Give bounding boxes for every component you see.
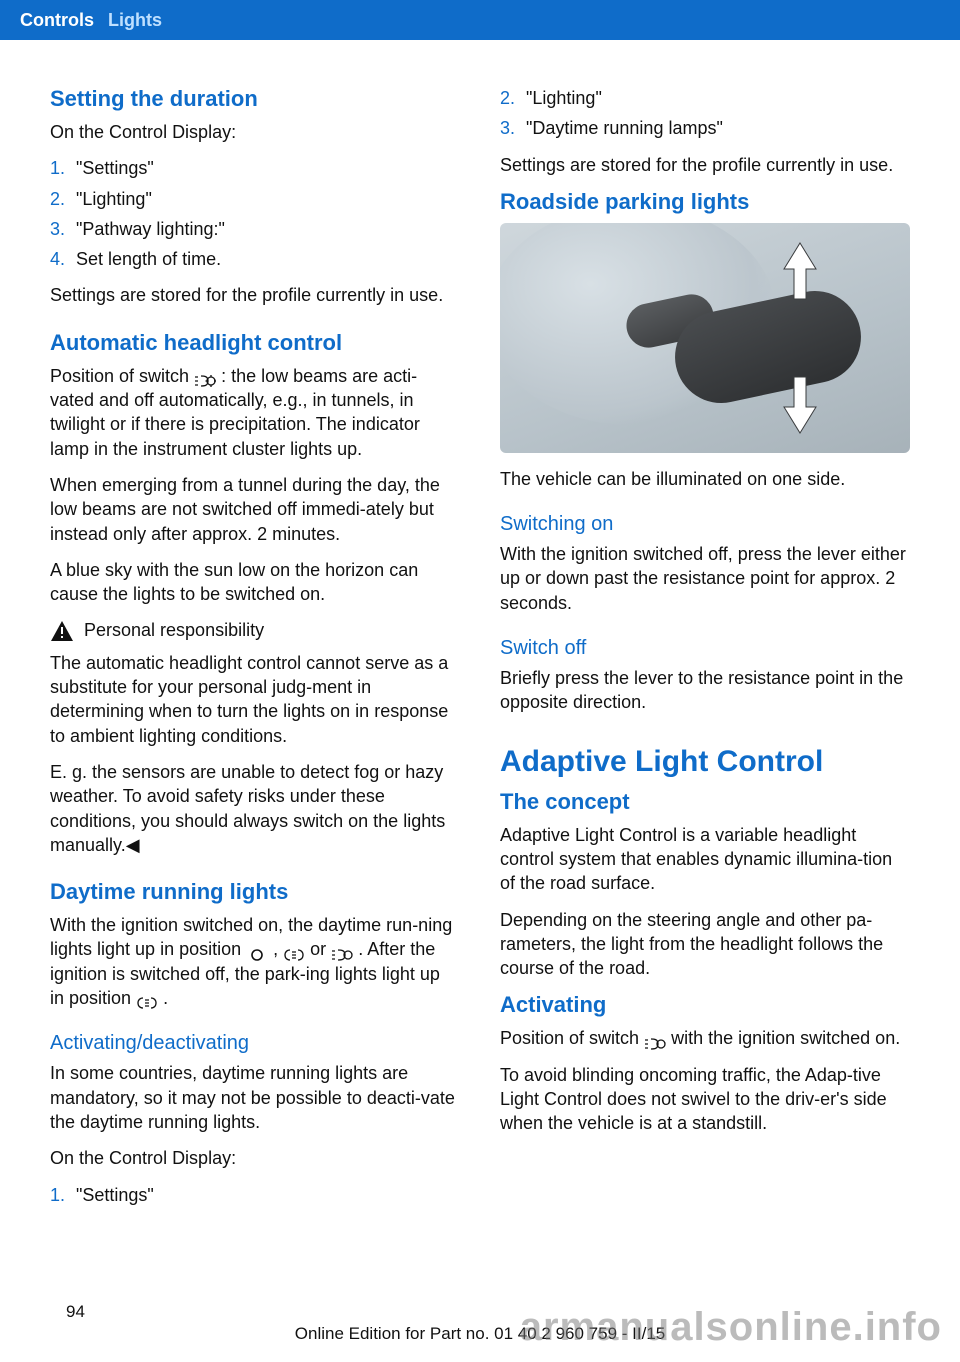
- right-column: 2."Lighting" 3."Daytime running lamps" S…: [500, 86, 910, 1229]
- text-drl: With the ignition switched on, the dayti…: [50, 913, 456, 1010]
- page-number: 94: [66, 1302, 85, 1322]
- text-act-p2: To avoid blinding oncoming traffic, the …: [500, 1063, 910, 1136]
- section-roadside: Roadside parking lights The vehicle can …: [500, 189, 910, 491]
- text-outro: Settings are stored for the profile curr…: [500, 153, 910, 177]
- list-item: 4.Set length of time.: [50, 247, 456, 271]
- list-continued: 2."Lighting" 3."Daytime running lamps": [500, 86, 910, 141]
- list-item: 2."Lighting": [500, 86, 910, 110]
- text-outro: Settings are stored for the profile curr…: [50, 283, 456, 307]
- heading-drl: Daytime running lights: [50, 879, 456, 905]
- list-number: 2.: [50, 187, 76, 211]
- section-drl: Daytime running lights With the ignition…: [50, 879, 456, 1010]
- left-column: Setting the duration On the Control Disp…: [50, 86, 456, 1229]
- header-bar: Controls Lights: [0, 0, 960, 40]
- heading-auto-headlight: Automatic headlight control: [50, 330, 456, 356]
- breadcrumb-section: Controls: [20, 10, 94, 31]
- list-item: 2."Lighting": [50, 187, 456, 211]
- figure-caption: The vehicle can be illuminated on one si…: [500, 467, 910, 491]
- list-text: "Settings": [76, 1183, 154, 1207]
- heading-switch-on: Switching on: [500, 513, 910, 536]
- text-fragment: ,: [273, 939, 283, 959]
- list-text: "Daytime running lamps": [526, 116, 723, 140]
- figure-roadside-lever: [500, 223, 910, 453]
- warning-block: Personal responsibility: [50, 618, 456, 646]
- auto-light-icon: [644, 1033, 666, 1047]
- parking-light-icon: [283, 944, 305, 958]
- list-item: 1."Settings": [50, 156, 456, 180]
- text-concept-p1: Adaptive Light Control is a variable hea…: [500, 823, 910, 896]
- text-fragment: Position of switch: [500, 1028, 644, 1048]
- figure-arrows: [500, 223, 910, 453]
- text-act-p1: Position of switch with the ignition swi…: [500, 1026, 910, 1050]
- list-item: 3."Daytime running lamps": [500, 116, 910, 140]
- list-text: "Pathway lighting:": [76, 217, 225, 241]
- section-setting-duration: Setting the duration On the Control Disp…: [50, 86, 456, 308]
- auto-light-icon: [331, 944, 353, 958]
- warning-title: Personal responsibility: [84, 618, 264, 642]
- text-fragment: with the ignition switched on.: [671, 1028, 900, 1048]
- page: { "header": { "crumb1": "Controls", "cru…: [0, 0, 960, 1362]
- text-p: With the ignition switched off, press th…: [500, 542, 910, 615]
- heading-alc: Adaptive Light Control: [500, 745, 910, 779]
- list-text: "Lighting": [526, 86, 602, 110]
- section-alc: Adaptive Light Control The concept Adapt…: [500, 745, 910, 1136]
- text-p1: In some countries, daytime running light…: [50, 1061, 456, 1134]
- section-activating: Activating/deactivating In some countrie…: [50, 1032, 456, 1206]
- list-text: "Lighting": [76, 187, 152, 211]
- text-p2: When emerging from a tunnel during the d…: [50, 473, 456, 546]
- list-number: 1.: [50, 1183, 76, 1207]
- section-switch-on: Switching on With the ignition switched …: [500, 513, 910, 615]
- text-fragment: .: [163, 988, 168, 1008]
- list-item: 3."Pathway lighting:": [50, 217, 456, 241]
- list-activating: 1."Settings": [50, 1183, 456, 1207]
- text-p1: Position of switch : the low beams are a…: [50, 364, 456, 461]
- text-concept-p2: Depending on the steering angle and othe…: [500, 908, 910, 981]
- breadcrumb-page: Lights: [108, 10, 162, 31]
- warning-text: The automatic headlight control cannot s…: [50, 651, 456, 748]
- list-text: Set length of time.: [76, 247, 221, 271]
- heading-activating: Activating/deactivating: [50, 1032, 456, 1055]
- text-fragment: or: [310, 939, 331, 959]
- parking-light-icon: [136, 992, 158, 1006]
- arrow-up-icon: [784, 243, 816, 299]
- section-auto-headlight: Automatic headlight control Position of …: [50, 330, 456, 857]
- text-p2: On the Control Display:: [50, 1146, 456, 1170]
- list-number: 4.: [50, 247, 76, 271]
- list-item: 1."Settings": [50, 1183, 456, 1207]
- list-text: "Settings": [76, 156, 154, 180]
- arrow-down-icon: [784, 377, 816, 433]
- heading-setting-duration: Setting the duration: [50, 86, 456, 112]
- footer-line: Online Edition for Part no. 01 40 2 960 …: [0, 1324, 960, 1344]
- auto-light-icon: [194, 370, 216, 384]
- list-number: 3.: [50, 217, 76, 241]
- heading-activating2: Activating: [500, 992, 910, 1018]
- list-number: 2.: [500, 86, 526, 110]
- list-number: 1.: [50, 156, 76, 180]
- text-fragment: Position of switch: [50, 366, 194, 386]
- text-p3: A blue sky with the sun low on the horiz…: [50, 558, 456, 607]
- text-intro: On the Control Display:: [50, 120, 456, 144]
- heading-roadside: Roadside parking lights: [500, 189, 910, 215]
- warning-icon: [50, 620, 74, 642]
- list-setting-duration: 1."Settings" 2."Lighting" 3."Pathway lig…: [50, 156, 456, 271]
- position-zero-icon: [246, 944, 268, 958]
- section-switch-off: Switch off Briefly press the lever to th…: [500, 637, 910, 715]
- list-number: 3.: [500, 116, 526, 140]
- content-columns: Setting the duration On the Control Disp…: [0, 40, 960, 1229]
- heading-concept: The concept: [500, 789, 910, 815]
- text-p: Briefly press the lever to the resistanc…: [500, 666, 910, 715]
- heading-switch-off: Switch off: [500, 637, 910, 660]
- warning-text: E. g. the sensors are unable to detect f…: [50, 760, 456, 857]
